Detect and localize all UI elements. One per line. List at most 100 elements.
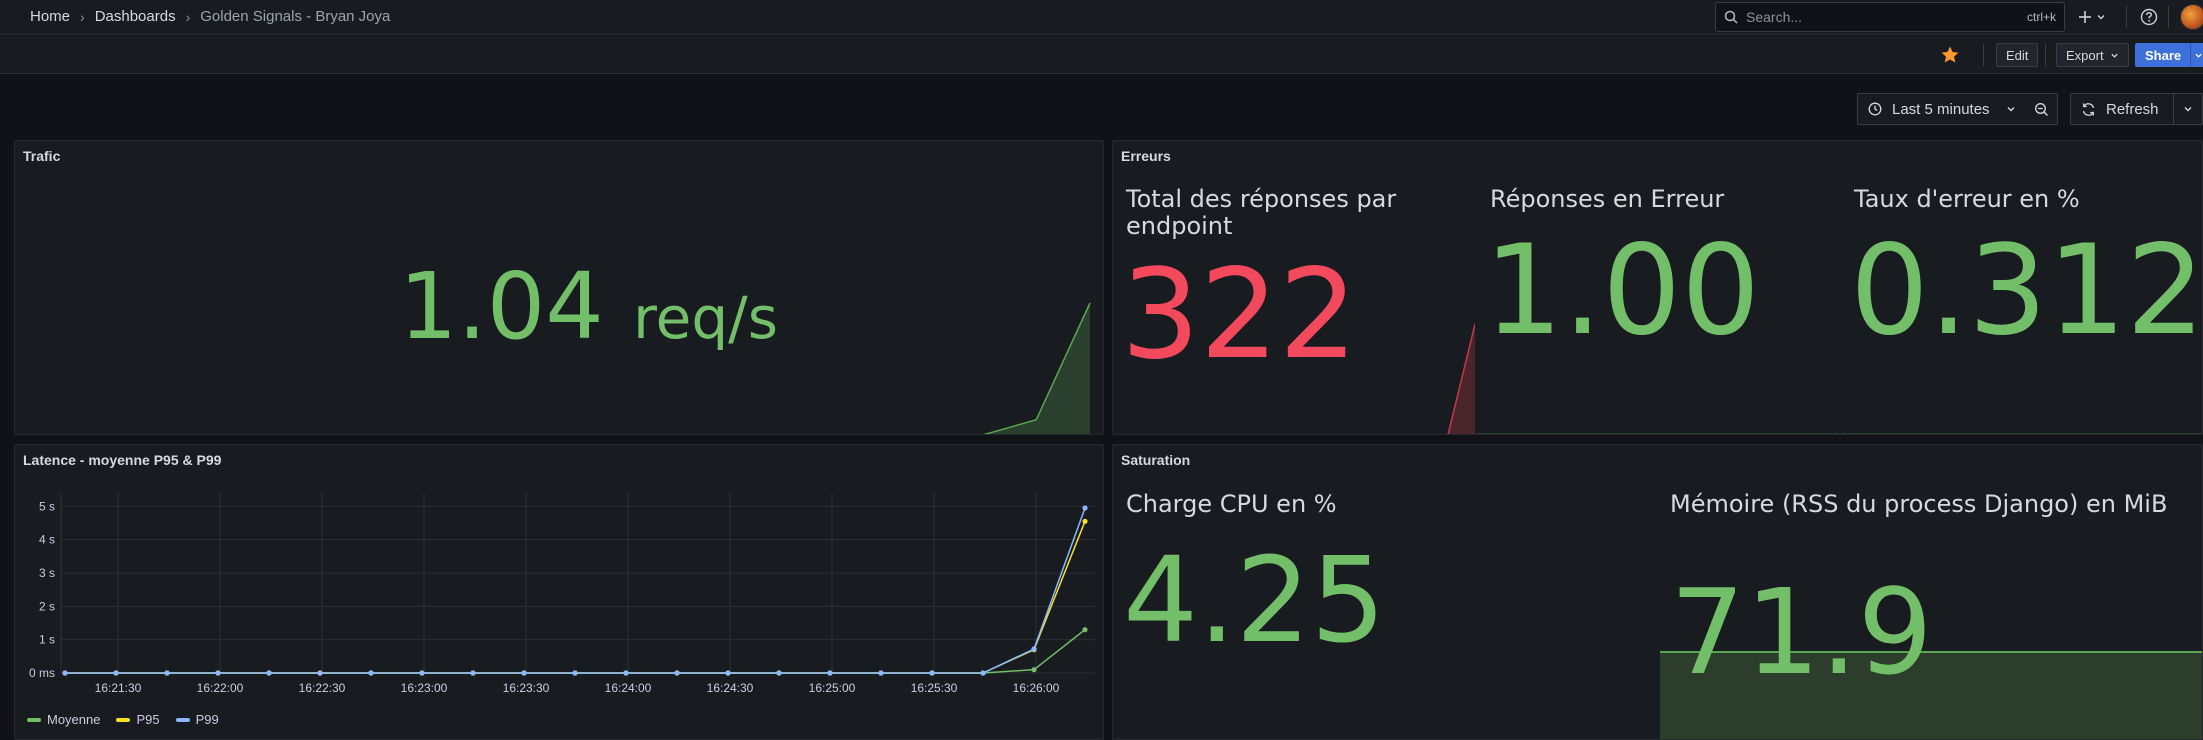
chevron-down-icon	[2184, 107, 2192, 112]
x-tick-label: 16:25:00	[809, 681, 856, 695]
edit-label: Edit	[2006, 47, 2029, 63]
panel-saturation[interactable]: Saturation Charge CPU en % 4.25 Mémoire …	[1112, 444, 2203, 740]
errresp-spark-fill	[1477, 434, 1839, 435]
data-point-p99	[215, 670, 221, 676]
data-point-p99	[725, 670, 731, 676]
series-line-moyenne	[65, 629, 1086, 674]
data-point-p99	[419, 670, 425, 676]
legend-label: P95	[136, 712, 160, 727]
panel-title: Latence - moyenne P95 & P99	[23, 452, 222, 468]
panel-latence[interactable]: Latence - moyenne P95 & P99 0 ms 1 s 2 s 3 …	[14, 444, 1104, 740]
search-shortcut: ctrl+k	[2026, 10, 2056, 24]
x-tick-label: 16:21:30	[95, 681, 142, 695]
stat-title-total-responses: Total des réponses par endpoint	[1126, 185, 1397, 240]
star-icon[interactable]	[1940, 45, 1960, 65]
y-tick-label: 0 ms	[29, 666, 55, 680]
data-point-p95	[1082, 518, 1088, 524]
data-point-p99	[674, 670, 680, 676]
trafic-stat-value: 1.04 req/s	[399, 261, 778, 353]
trafic-value: 1.04	[399, 253, 604, 360]
share-button[interactable]: Share	[2135, 43, 2192, 67]
series-line-p95	[65, 521, 1086, 674]
legend-item-moyenne[interactable]: Moyenne	[27, 712, 100, 727]
data-point-p99	[1082, 505, 1088, 511]
stat-value-memory: 71.9	[1670, 563, 1933, 701]
breadcrumb: Home › Dashboards › Golden Signals - Bry…	[30, 0, 390, 33]
divider	[2126, 6, 2127, 28]
legend-swatch	[27, 717, 41, 722]
divider	[2045, 44, 2046, 66]
chevron-right-icon: ›	[80, 8, 85, 25]
stat-value-cpu: 4.25	[1123, 531, 1386, 669]
legend-label: Moyenne	[47, 712, 101, 727]
chevron-down-icon	[2110, 53, 2118, 58]
x-tick-label: 16:23:00	[401, 681, 448, 695]
data-point-p99	[572, 670, 578, 676]
trafic-spark-fill	[986, 303, 1090, 434]
data-point-p99	[164, 670, 170, 676]
data-point-p99	[368, 670, 374, 676]
data-point-p99	[929, 670, 935, 676]
legend-swatch	[116, 717, 131, 722]
x-tick-label: 16:25:30	[911, 681, 958, 695]
total-responses-sparkline	[1447, 323, 1475, 434]
avatar[interactable]	[2180, 4, 2203, 30]
refresh-interval-dropdown[interactable]	[2173, 93, 2203, 125]
top-nav: Home › Dashboards › Golden Signals - Bry…	[0, 0, 2203, 35]
share-dropdown-button[interactable]	[2190, 43, 2203, 67]
zoom-out-button[interactable]	[2026, 93, 2058, 125]
stat-title-memory: Mémoire (RSS du process Django) en MiB	[1670, 490, 2168, 518]
chart-legend: Moyenne P95 P99	[27, 712, 219, 727]
x-tick-label: 16:24:00	[605, 681, 652, 695]
help-icon[interactable]	[2138, 6, 2160, 28]
panel-trafic[interactable]: Trafic 1.04 req/s	[14, 140, 1104, 435]
chevron-down-icon	[2097, 15, 2105, 20]
trafic-sparkline	[983, 302, 1091, 434]
data-point-p99	[62, 670, 68, 676]
zoom-out-icon	[2035, 102, 2048, 116]
data-point-p99	[827, 670, 833, 676]
y-tick-label: 2 s	[39, 599, 55, 613]
stat-title-error-rate: Taux d'erreur en %	[1854, 185, 2080, 213]
data-point-p99	[266, 670, 272, 676]
stat-value-error-responses: 1.00	[1484, 219, 1761, 363]
refresh-button[interactable]: Refresh	[2070, 93, 2174, 125]
stat-value-total-responses: 322	[1121, 243, 1358, 387]
stat-title-cpu: Charge CPU en %	[1126, 490, 1337, 518]
y-tick-label: 5 s	[39, 499, 55, 513]
panel-erreurs[interactable]: Erreurs Total des réponses par endpoint …	[1112, 140, 2203, 435]
y-tick-label: 3 s	[39, 566, 55, 580]
memory-sparkline-area	[1660, 651, 2202, 739]
data-point-p99	[878, 670, 884, 676]
edit-button[interactable]: Edit	[1996, 43, 2039, 67]
data-point-moyenne	[1031, 667, 1037, 673]
data-point-p99	[1031, 646, 1037, 652]
data-point-moyenne	[1082, 627, 1088, 633]
legend-item-p99[interactable]: P99	[175, 712, 219, 727]
search-placeholder: Search...	[1746, 9, 1803, 25]
legend-label: P99	[195, 712, 219, 727]
search-input[interactable]: Search... ctrl+k	[1715, 2, 2065, 32]
time-range-picker[interactable]: Last 5 minutes	[1857, 93, 2027, 125]
legend-item-p95[interactable]: P95	[116, 712, 160, 727]
breadcrumb-dashboards[interactable]: Dashboards	[94, 8, 176, 25]
x-tick-label: 16:24:30	[707, 681, 754, 695]
stat-title-error-responses: Réponses en Erreur	[1490, 185, 1725, 213]
data-point-p99	[521, 670, 527, 676]
refresh-icon	[2082, 102, 2095, 116]
series-line-p99	[65, 507, 1086, 674]
chevron-down-icon	[2007, 107, 2015, 112]
data-point-p99	[113, 670, 119, 676]
clock-icon	[1868, 102, 1882, 116]
y-tick-label: 1 s	[39, 633, 55, 647]
breadcrumb-home[interactable]: Home	[30, 8, 71, 25]
divider	[1983, 44, 1984, 66]
y-tick-label: 4 s	[39, 533, 55, 547]
panel-title: Trafic	[23, 148, 61, 164]
new-menu-button[interactable]	[2078, 5, 2106, 29]
data-point-p99	[980, 670, 986, 676]
export-label: Export	[2066, 47, 2104, 63]
x-tick-label: 16:22:30	[299, 681, 346, 695]
export-button[interactable]: Export	[2056, 43, 2129, 67]
share-label: Share	[2145, 47, 2182, 63]
